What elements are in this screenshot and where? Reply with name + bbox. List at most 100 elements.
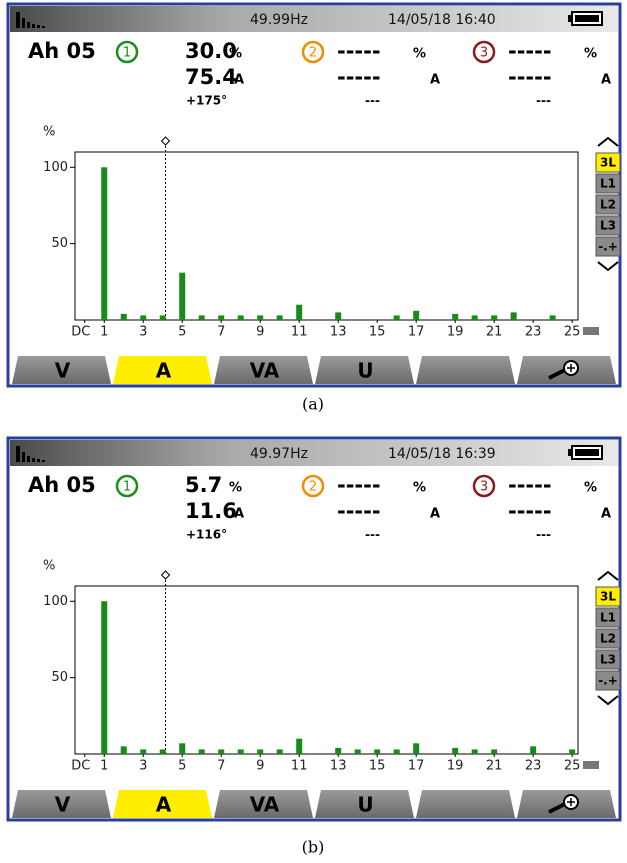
bar (238, 315, 244, 320)
side-button-label[interactable]: L1 (600, 611, 616, 625)
phase-value: +116° (186, 528, 227, 542)
percent-value: ----- (508, 473, 552, 497)
date-time: 14/05/18 16:39 (388, 446, 496, 462)
signal-icon (27, 456, 30, 462)
bar (257, 315, 263, 320)
x-tick-label: 15 (369, 759, 386, 774)
date-time: 14/05/18 16:40 (388, 12, 496, 28)
side-button-label[interactable]: 3L (600, 590, 616, 604)
signal-icon (16, 446, 20, 462)
percent-value: 5.7 (185, 473, 222, 497)
current-unit: A (601, 507, 611, 522)
bar (140, 315, 146, 320)
tab-label[interactable]: A (156, 793, 172, 817)
tab-label[interactable]: U (357, 793, 373, 817)
signal-icon (32, 24, 35, 28)
percent-unit: % (584, 47, 597, 62)
y-tick-label: 50 (51, 670, 68, 685)
side-button-label[interactable]: L3 (600, 653, 616, 667)
mode-label: Ah 05 (28, 473, 96, 497)
tab-label[interactable]: V (55, 359, 71, 383)
signal-icon (22, 18, 25, 28)
side-button-label[interactable]: L2 (600, 198, 616, 212)
bar (452, 314, 458, 320)
y-tick-label: 100 (43, 160, 68, 175)
signal-icon (22, 452, 25, 462)
percent-value: ----- (337, 39, 381, 63)
phase-value: --- (365, 528, 380, 542)
bar (491, 315, 497, 320)
battery-level (575, 449, 599, 456)
x-tick-label: 13 (330, 759, 347, 774)
tab-label[interactable]: U (357, 359, 373, 383)
bar (491, 749, 497, 754)
current-unit: A (601, 73, 611, 88)
tab-label[interactable]: VA (250, 793, 280, 817)
bar (121, 746, 127, 754)
frequency: 49.97Hz (250, 446, 308, 462)
current-unit: A (430, 507, 440, 522)
channel-number: 2 (309, 46, 317, 61)
scroll-indicator (583, 761, 599, 769)
channel-number: 3 (480, 480, 488, 495)
x-tick-label: 3 (139, 759, 147, 774)
x-tick-label: 23 (525, 759, 542, 774)
page: 49.99Hz14/05/18 16:40Ah 05130.0%75.4A+17… (0, 0, 627, 863)
bar (160, 315, 166, 320)
scroll-indicator (583, 327, 599, 335)
current-unit: A (234, 507, 244, 522)
x-tick-label: 5 (178, 325, 186, 340)
x-tick-label: 11 (291, 325, 308, 340)
percent-value: ----- (337, 473, 381, 497)
bar (296, 305, 302, 320)
bar (257, 749, 263, 754)
side-button-label[interactable]: L1 (600, 177, 616, 191)
percent-unit: % (584, 481, 597, 496)
channel-number: 1 (123, 480, 131, 495)
phase-value: --- (365, 94, 380, 108)
tab-label[interactable]: VA (250, 359, 280, 383)
side-button-label[interactable]: L3 (600, 219, 616, 233)
bar (101, 167, 107, 320)
tab[interactable] (416, 790, 515, 818)
x-tick-label: 9 (256, 325, 264, 340)
percent-unit: % (413, 481, 426, 496)
battery-tip (568, 449, 572, 456)
channel-number: 3 (480, 46, 488, 61)
x-tick-label: 23 (525, 325, 542, 340)
bar (101, 601, 107, 754)
percent-unit: % (413, 47, 426, 62)
frequency: 49.99Hz (250, 12, 308, 28)
bar (277, 315, 283, 320)
tab-label[interactable]: A (156, 359, 172, 383)
bar (511, 312, 517, 320)
bar (394, 315, 400, 320)
signal-icon (27, 22, 30, 28)
bar (218, 749, 224, 754)
bar (218, 315, 224, 320)
x-tick-label: 11 (291, 759, 308, 774)
bar (569, 749, 575, 754)
bar (335, 312, 341, 320)
bar (452, 748, 458, 754)
bar (277, 749, 283, 754)
signal-icon (37, 25, 40, 28)
side-button-label[interactable]: -.+ (598, 240, 618, 254)
side-button-label[interactable]: L2 (600, 632, 616, 646)
side-button-label[interactable]: -.+ (598, 674, 618, 688)
tab-label[interactable]: V (55, 793, 71, 817)
x-tick-label: DC (71, 325, 90, 340)
bar (296, 739, 302, 754)
device-screen: 49.97Hz14/05/18 16:39Ah 0515.7%11.6A+116… (8, 438, 620, 820)
tab[interactable] (416, 356, 515, 384)
channel-number: 2 (309, 480, 317, 495)
plot-area (75, 152, 578, 320)
figure-caption: (b) (302, 838, 325, 857)
bar (355, 749, 361, 754)
percent-value: ----- (508, 39, 552, 63)
x-tick-label: 7 (217, 759, 225, 774)
side-button-label[interactable]: 3L (600, 156, 616, 170)
x-tick-label: 3 (139, 325, 147, 340)
x-tick-label: 13 (330, 325, 347, 340)
